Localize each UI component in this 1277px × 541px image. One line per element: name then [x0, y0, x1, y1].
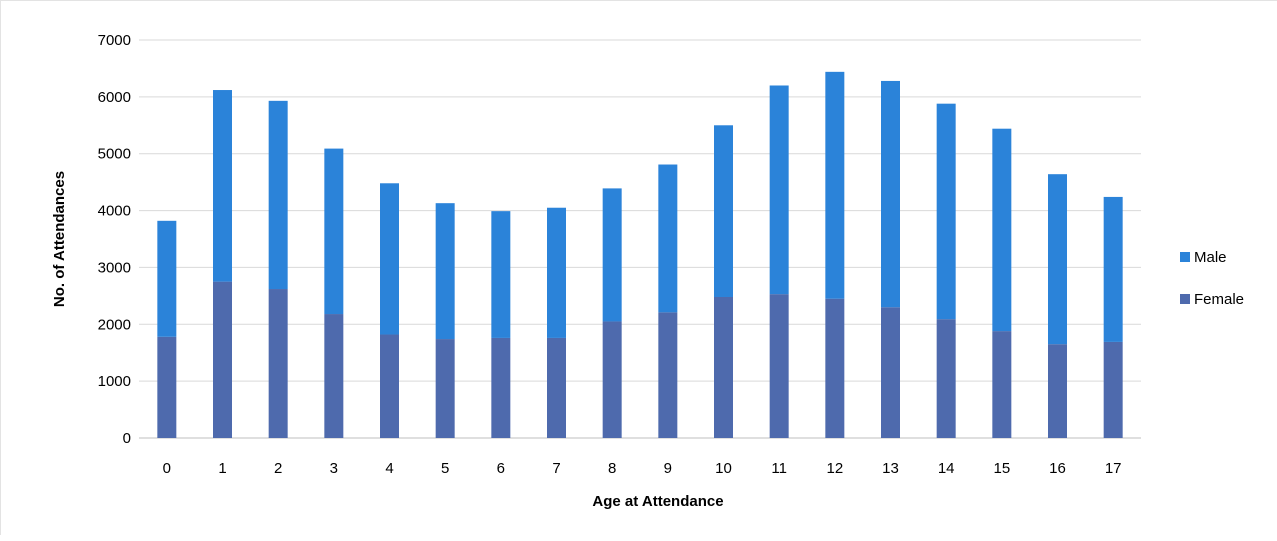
- bar-male-12: [825, 71, 845, 299]
- bar-male-6: [491, 211, 511, 338]
- x-tick-label: 2: [274, 460, 282, 477]
- legend: Male Female: [1180, 249, 1244, 308]
- bar-female-2: [268, 289, 288, 438]
- bar-male-8: [602, 188, 622, 322]
- x-tick-label: 1: [218, 460, 226, 477]
- bar-male-13: [881, 80, 900, 308]
- x-tick-label: 16: [1049, 460, 1066, 477]
- bar-female-11: [769, 294, 789, 438]
- bars: [157, 71, 1123, 438]
- x-tick-label: 17: [1105, 460, 1122, 477]
- bar-female-4: [380, 334, 399, 438]
- bar-female-8: [602, 321, 622, 438]
- x-tick-label: 5: [441, 460, 449, 477]
- x-tick-label: 10: [715, 460, 732, 477]
- bar-female-16: [1048, 344, 1067, 438]
- x-tick-label: 0: [163, 460, 171, 477]
- y-tick-label: 7000: [98, 32, 131, 49]
- bar-male-11: [769, 85, 789, 295]
- x-tick-label: 7: [552, 460, 560, 477]
- bar-female-1: [213, 281, 232, 438]
- y-axis-ticks: 0 1000 2000 3000 4000 5000 6000 7000: [98, 32, 131, 447]
- bar-female-14: [936, 319, 956, 438]
- bar-male-14: [936, 103, 956, 320]
- bar-female-9: [658, 312, 678, 438]
- bar-female-12: [825, 298, 845, 438]
- bar-female-6: [491, 337, 511, 438]
- legend-swatch-male: [1180, 252, 1190, 262]
- bar-male-4: [380, 183, 399, 335]
- bar-female-10: [714, 296, 733, 438]
- x-tick-label: 9: [664, 460, 672, 477]
- y-axis-title: No. of Attendances: [51, 171, 68, 307]
- bar-female-7: [547, 337, 566, 438]
- x-tick-label: 12: [826, 460, 843, 477]
- bar-male-0: [157, 220, 177, 337]
- gridlines: [139, 39, 1141, 439]
- x-axis-ticks: 0 1 2 3 4 5 6 7 8 9 10 11 12 13 14 15 16 17: [163, 460, 1122, 477]
- y-tick-label: 0: [123, 430, 131, 447]
- bar-female-3: [324, 314, 344, 438]
- bar-female-0: [157, 336, 177, 438]
- x-tick-label: 4: [385, 460, 393, 477]
- legend-label-male: Male: [1194, 249, 1227, 266]
- bar-male-3: [324, 148, 344, 315]
- x-tick-label: 8: [608, 460, 616, 477]
- legend-swatch-female: [1180, 294, 1190, 304]
- bar-female-17: [1103, 341, 1123, 438]
- y-tick-label: 6000: [98, 89, 131, 106]
- bar-male-15: [992, 128, 1012, 332]
- x-tick-label: 6: [497, 460, 505, 477]
- bar-male-7: [547, 207, 566, 338]
- bar-male-16: [1048, 174, 1067, 345]
- y-tick-label: 2000: [98, 316, 131, 333]
- x-axis-title: Age at Attendance: [592, 493, 723, 510]
- y-tick-label: 3000: [98, 259, 131, 276]
- y-tick-label: 5000: [98, 146, 131, 163]
- bar-female-5: [435, 339, 455, 438]
- bar-female-13: [881, 307, 900, 438]
- bar-male-10: [714, 125, 733, 297]
- y-tick-label: 4000: [98, 203, 131, 220]
- bar-male-9: [658, 164, 678, 313]
- x-tick-label: 13: [882, 460, 899, 477]
- x-tick-label: 14: [938, 460, 955, 477]
- bar-male-5: [435, 203, 455, 340]
- x-tick-label: 15: [993, 460, 1010, 477]
- legend-label-female: Female: [1194, 291, 1244, 308]
- x-tick-label: 11: [771, 460, 787, 477]
- x-tick-label: 3: [330, 460, 338, 477]
- bar-male-1: [213, 90, 232, 282]
- bar-female-15: [992, 331, 1012, 438]
- bar-male-2: [268, 100, 288, 290]
- y-tick-label: 1000: [98, 373, 131, 390]
- bar-male-17: [1103, 196, 1123, 342]
